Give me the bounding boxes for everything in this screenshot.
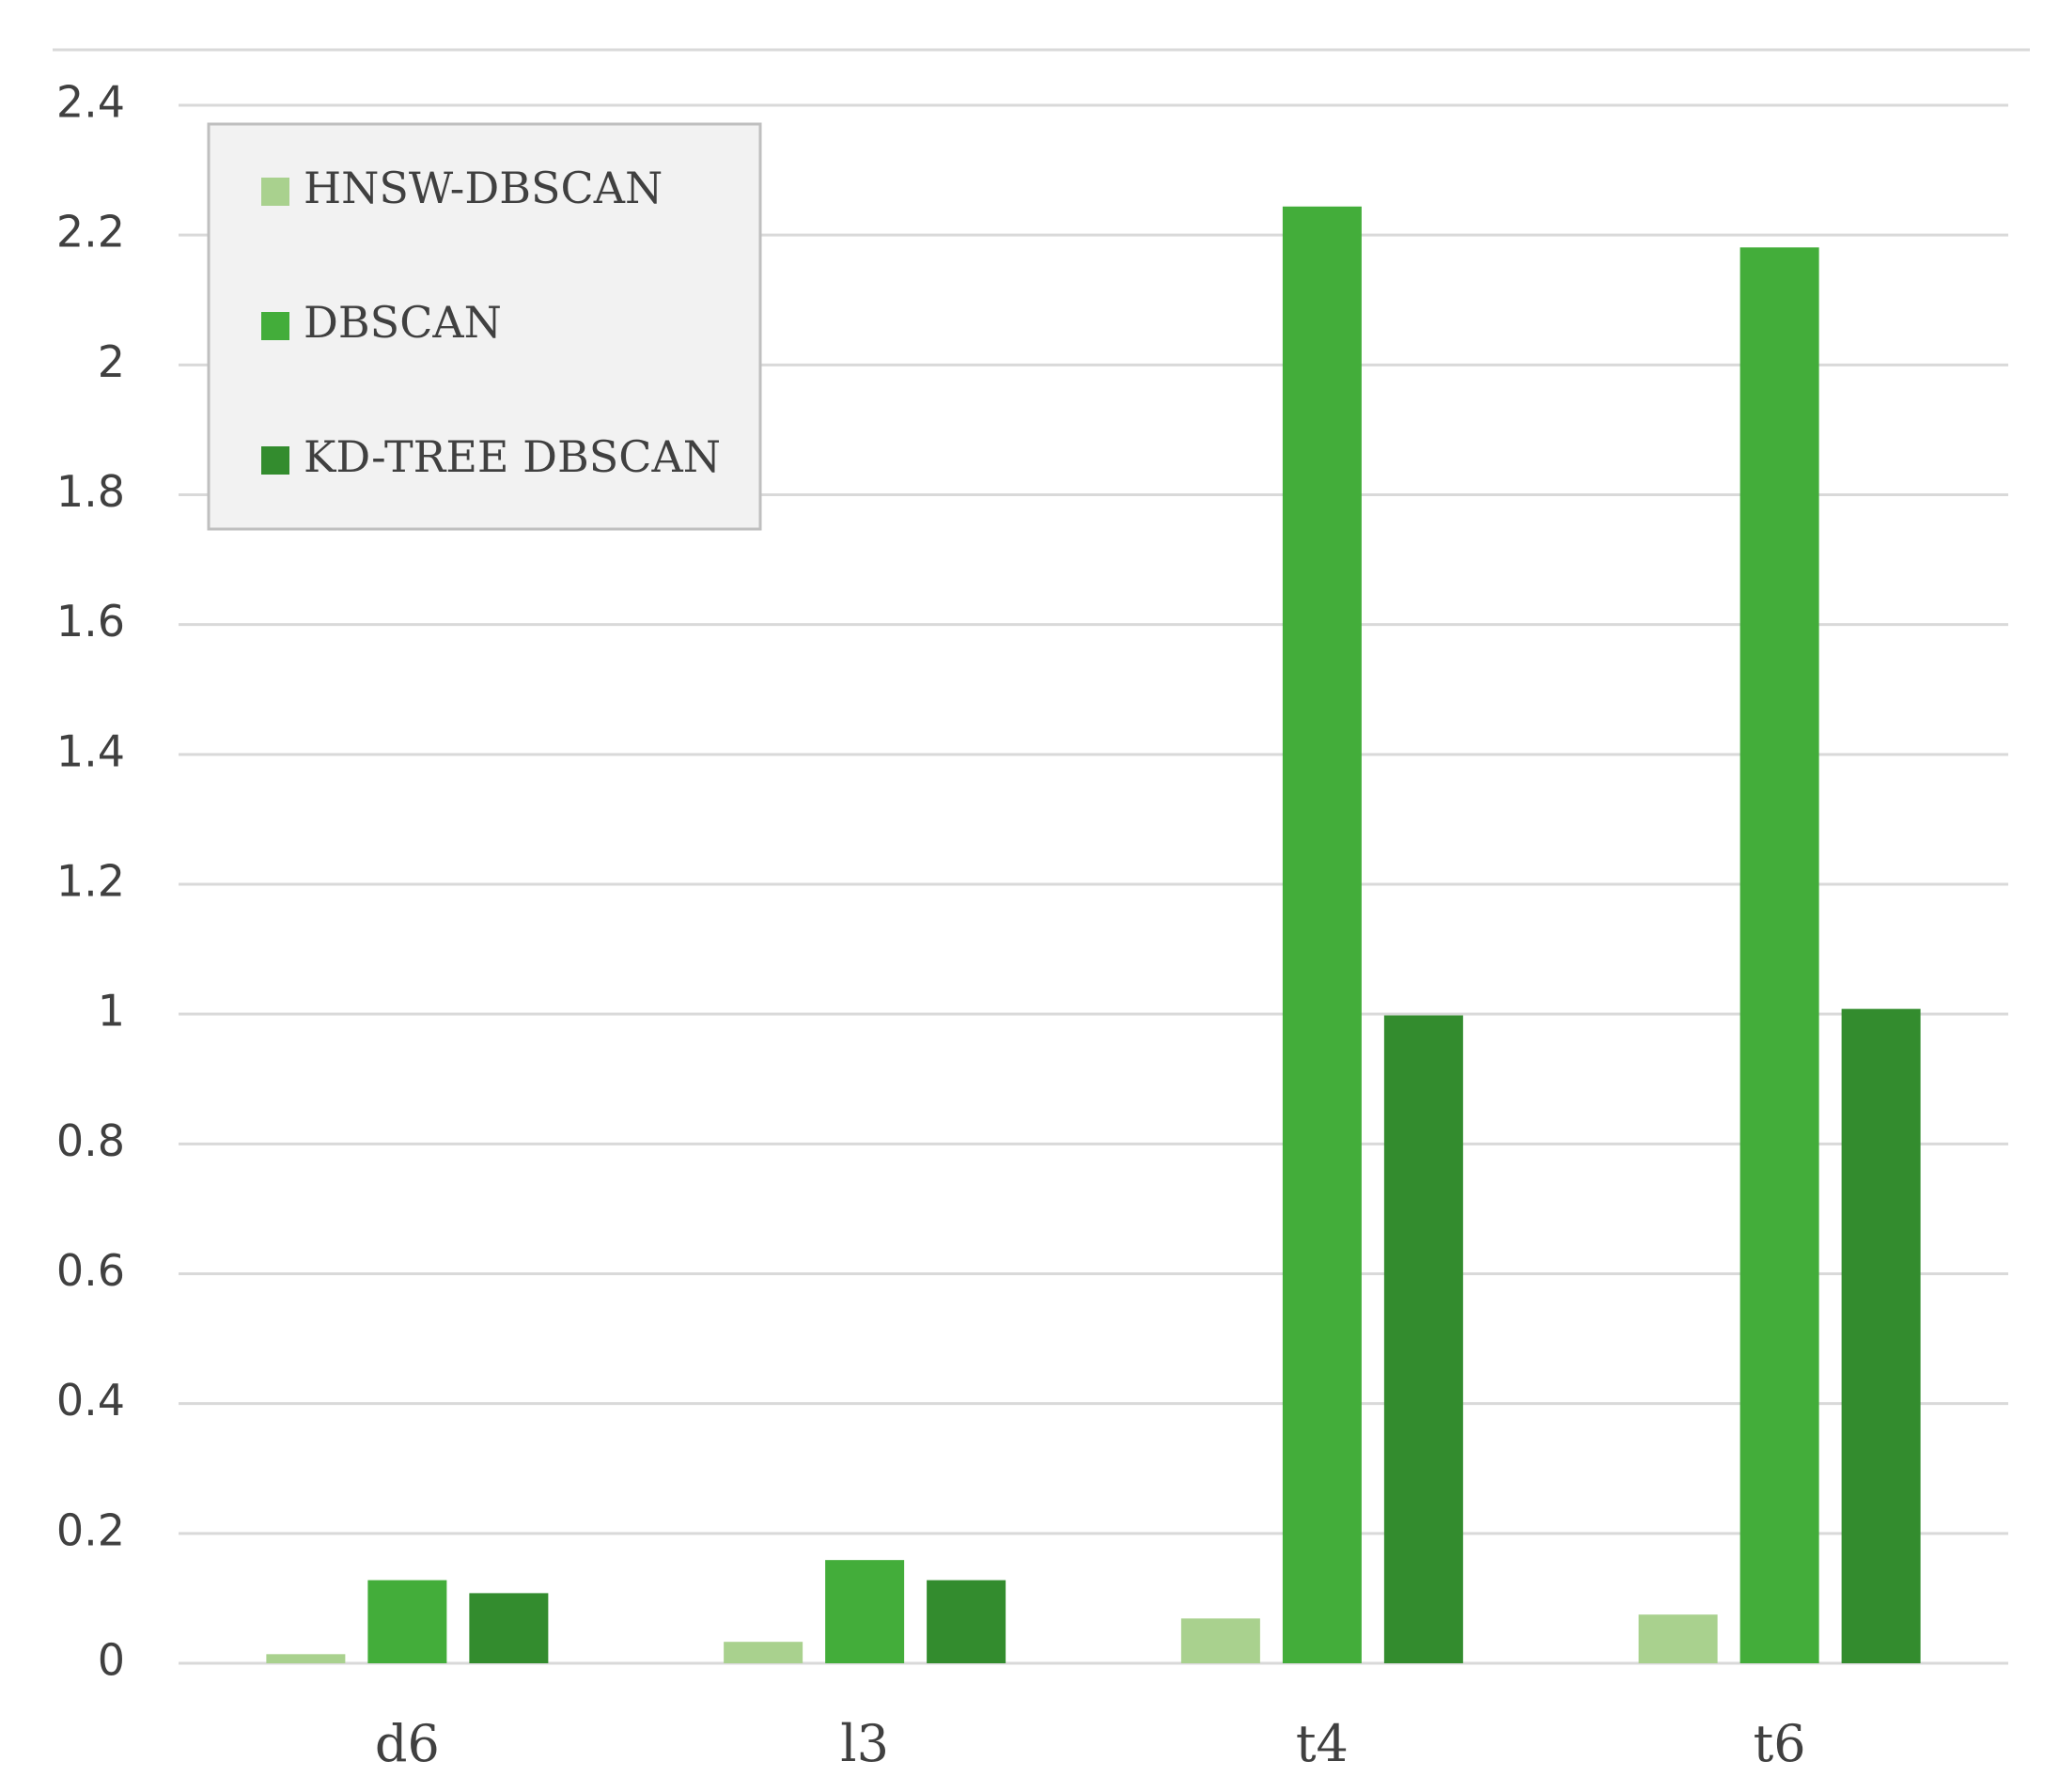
bar xyxy=(1282,206,1362,1663)
bar xyxy=(1739,247,1819,1664)
y-tick-label: 2.2 xyxy=(56,207,125,257)
legend-label: DBSCAN xyxy=(304,297,502,348)
y-tick-label: 0 xyxy=(98,1635,125,1686)
y-tick-label: 1 xyxy=(98,986,125,1036)
bar xyxy=(1638,1614,1718,1663)
legend-box xyxy=(207,122,762,531)
bar xyxy=(367,1580,447,1663)
y-tick-label: 1.2 xyxy=(56,856,125,907)
y-tick-label: 0.2 xyxy=(56,1504,125,1555)
y-tick-label: 1.8 xyxy=(56,466,125,517)
legend-swatch xyxy=(261,446,289,475)
x-tick-label: l3 xyxy=(840,1714,889,1773)
x-tick-label: t6 xyxy=(1754,1714,1806,1773)
bar xyxy=(266,1654,346,1663)
legend-swatch xyxy=(261,178,289,206)
y-tick-label: 2 xyxy=(98,336,125,387)
y-tick-label: 2.4 xyxy=(56,77,125,128)
y-tick-label: 0.6 xyxy=(56,1245,125,1296)
bar xyxy=(724,1642,803,1663)
y-tick-label: 1.4 xyxy=(56,725,125,776)
legend-label: KD-TREE DBSCAN xyxy=(304,431,721,482)
bar xyxy=(1180,1618,1260,1663)
bar xyxy=(1841,1008,1921,1663)
legend-label: HNSW-DBSCAN xyxy=(304,163,663,213)
y-tick-label: 0.8 xyxy=(56,1115,125,1166)
bar xyxy=(469,1593,549,1663)
y-tick-label: 1.6 xyxy=(56,596,125,647)
bar xyxy=(825,1560,905,1663)
x-tick-label: d6 xyxy=(375,1714,440,1773)
bar xyxy=(927,1580,1006,1663)
y-tick-label: 0.4 xyxy=(56,1375,125,1426)
bar xyxy=(1383,1015,1463,1663)
x-tick-label: t4 xyxy=(1296,1714,1349,1773)
legend-swatch xyxy=(261,312,289,340)
